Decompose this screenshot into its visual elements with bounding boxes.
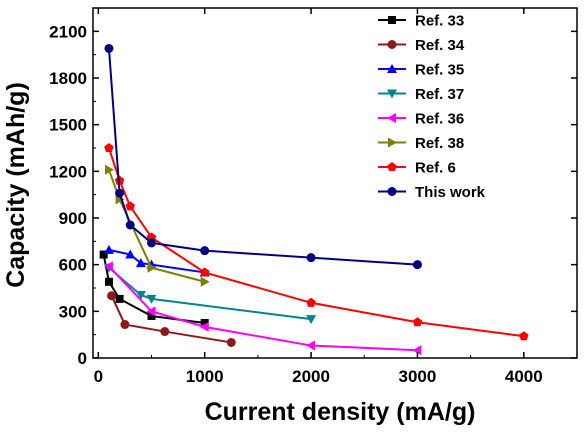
data-point-ref-35-2 [135, 258, 146, 268]
data-point-ref-38-2 [147, 262, 157, 273]
legend-marker [387, 89, 397, 99]
legend-marker [387, 40, 397, 49]
data-point-ref-36-4 [412, 345, 422, 356]
data-point-ref-37-1 [135, 291, 146, 300]
data-point-ref-34-0 [107, 291, 117, 301]
data-point-ref-6-5 [306, 297, 316, 307]
legend-item-ref-6: Ref. 6 [378, 160, 456, 177]
y-tick-label: 2100 [49, 22, 87, 41]
data-point-this-work-0 [104, 43, 114, 53]
data-point-ref-35-1 [125, 249, 136, 259]
data-point-ref-36-3 [306, 340, 316, 351]
data-point-ref-37-2 [146, 294, 157, 304]
x-tick-label: 1000 [186, 367, 224, 386]
data-point-ref-6-2 [125, 201, 135, 211]
y-tick-label: 300 [59, 302, 87, 321]
x-tick-label: 0 [94, 367, 103, 386]
series-line-ref-38 [108, 169, 205, 283]
legend-item-ref-35: Ref. 35 [378, 62, 464, 79]
legend-label: Ref. 37 [415, 86, 464, 103]
series-line-ref-6 [108, 147, 524, 338]
data-point-this-work-4 [200, 246, 210, 256]
series-ref-33 [99, 250, 209, 327]
series-ref-36 [103, 261, 422, 356]
x-tick-label: 2000 [292, 367, 330, 386]
legend-label: Ref. 38 [415, 135, 464, 152]
y-tick-label: 0 [78, 349, 87, 368]
legend-item-ref-36: Ref. 36 [378, 111, 464, 128]
data-point-ref-38-3 [200, 276, 210, 287]
data-point-ref-36-0 [103, 261, 113, 272]
data-point-ref-6-0 [104, 143, 114, 153]
data-point-this-work-3 [147, 238, 157, 248]
axes: 0 1000 2000 3000 4000 0 300 600 900 1200 1500 1800 2… [49, 7, 578, 386]
legend-label: Ref. 35 [415, 62, 464, 79]
series-ref-34 [107, 291, 236, 347]
data-point-ref-6-6 [412, 317, 423, 327]
data-point-ref-34-3 [226, 337, 236, 347]
data-point-this-work-1 [115, 188, 125, 198]
data-point-ref-6-7 [519, 331, 529, 341]
data-point-ref-33-1 [104, 277, 113, 286]
legend-item-ref-33: Ref. 33 [378, 13, 464, 30]
data-point-ref-33-3 [147, 312, 156, 320]
y-tick-label: 600 [59, 256, 87, 275]
data-point-ref-34-1 [120, 320, 130, 330]
data-point-ref-36-2 [199, 321, 209, 332]
data-point-this-work-5 [306, 253, 316, 263]
legend-marker [387, 113, 396, 123]
data-point-ref-33-2 [115, 294, 124, 303]
x-axis-title: Current density (mA/g) [205, 398, 476, 426]
data-point-ref-35-0 [103, 244, 114, 254]
y-tick-label: 900 [59, 209, 87, 228]
series-ref-6 [104, 143, 529, 341]
legend-label: Ref. 33 [415, 13, 464, 30]
x-tick-label: 3000 [399, 367, 437, 386]
legend-item-ref-37: Ref. 37 [378, 86, 464, 103]
legend: Ref. 33 Ref. 34 Ref. 35 Ref. 37 Ref. 36 Ref. … [378, 13, 486, 201]
data-point-ref-33-4 [200, 319, 209, 327]
data-point-ref-33-0 [99, 250, 108, 259]
legend-label: This work [415, 184, 486, 201]
series-line-ref-37 [108, 267, 312, 321]
legend-label: Ref. 6 [415, 160, 456, 177]
series-line-ref-34 [110, 295, 232, 344]
legend-item-ref-38: Ref. 38 [378, 135, 464, 152]
legend-marker [387, 64, 397, 73]
legend-marker [388, 137, 397, 148]
legend-item-this-work: This work [378, 184, 486, 201]
data-point-this-work-2 [125, 220, 135, 230]
legend-marker [387, 162, 397, 172]
y-axis-title: Capacity (mAh/g) [2, 82, 30, 288]
y-tick-label: 1800 [49, 69, 87, 88]
legend-label: Ref. 36 [415, 111, 464, 128]
plot-frame [92, 7, 578, 359]
data-point-ref-34-2 [160, 327, 170, 337]
legend-item-ref-34: Ref. 34 [378, 37, 465, 54]
data-point-ref-37-3 [306, 315, 317, 325]
data-point-ref-38-0 [104, 164, 114, 175]
y-tick-label: 1200 [49, 162, 87, 181]
y-tick-label: 1500 [49, 116, 87, 135]
legend-marker [387, 187, 397, 196]
plot-marks [99, 43, 529, 356]
legend-label: Ref. 34 [415, 37, 465, 54]
data-point-ref-36-1 [146, 306, 156, 317]
data-point-ref-6-4 [199, 267, 210, 277]
data-point-this-work-6 [412, 260, 422, 270]
x-tick-label: 4000 [505, 367, 543, 386]
legend-marker [388, 16, 396, 24]
series-this-work [104, 43, 422, 270]
